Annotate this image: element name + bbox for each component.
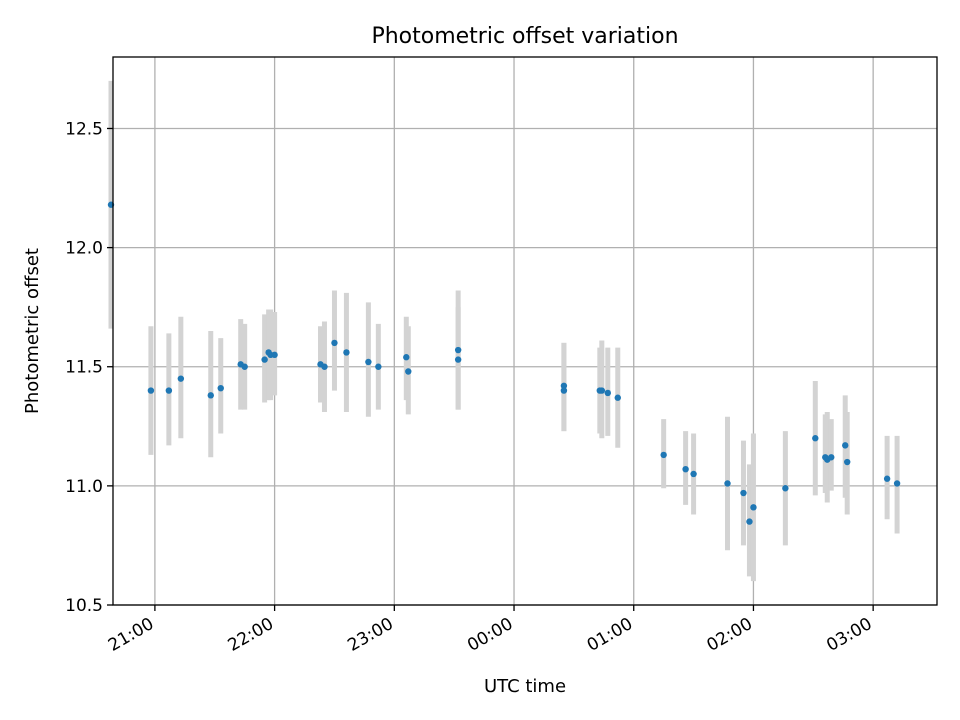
data-point [660, 451, 667, 459]
data-points [107, 201, 901, 525]
data-point [403, 354, 410, 361]
y-tick-label: 12.5 [65, 119, 103, 139]
data-point [746, 518, 753, 525]
error-bars [108, 80, 900, 582]
data-point [740, 489, 747, 497]
data-point [782, 485, 789, 492]
data-point [365, 358, 372, 366]
data-point [375, 363, 382, 370]
x-tick-label: 02:00 [704, 614, 756, 656]
x-tick-label: 03:00 [823, 614, 875, 656]
data-point [682, 465, 689, 473]
data-point [750, 504, 757, 511]
data-point [454, 346, 462, 354]
data-point [883, 475, 891, 482]
y-tick-label: 10.5 [65, 596, 103, 616]
data-point [321, 363, 328, 370]
plot-frame [112, 56, 938, 606]
data-point [560, 387, 568, 394]
x-tick-label: 01:00 [584, 614, 636, 656]
data-point [343, 349, 350, 356]
grid-lines [113, 57, 937, 606]
data-point [271, 351, 278, 359]
data-point [560, 382, 568, 389]
data-point [812, 435, 819, 442]
data-point [724, 480, 731, 487]
data-point [842, 442, 849, 449]
chart-title: Photometric offset variation [371, 24, 678, 49]
data-point [828, 454, 835, 461]
data-point [165, 387, 173, 394]
x-tick-label: 00:00 [464, 614, 516, 656]
y-tick-label: 11.5 [65, 358, 103, 378]
data-point [147, 387, 155, 394]
y-axis-label: Photometric offset [22, 248, 43, 414]
data-point [893, 480, 901, 487]
data-point [217, 384, 224, 392]
data-point [604, 389, 611, 397]
data-point [207, 392, 214, 399]
x-tick-label: 21:00 [105, 614, 157, 656]
data-point [598, 387, 606, 394]
data-point [405, 368, 412, 375]
x-tick-label: 22:00 [225, 614, 277, 656]
data-point [261, 356, 268, 363]
data-point [241, 363, 248, 370]
data-point [177, 375, 185, 382]
data-point [690, 470, 697, 478]
data-point [454, 356, 462, 363]
data-point [844, 458, 851, 466]
y-tick-label: 11.0 [65, 477, 103, 497]
data-point [331, 339, 338, 347]
y-tick-label: 12.0 [65, 239, 103, 259]
x-axis-label: UTC time [484, 676, 566, 697]
data-point [614, 394, 621, 401]
x-tick-label: 23:00 [344, 614, 396, 656]
